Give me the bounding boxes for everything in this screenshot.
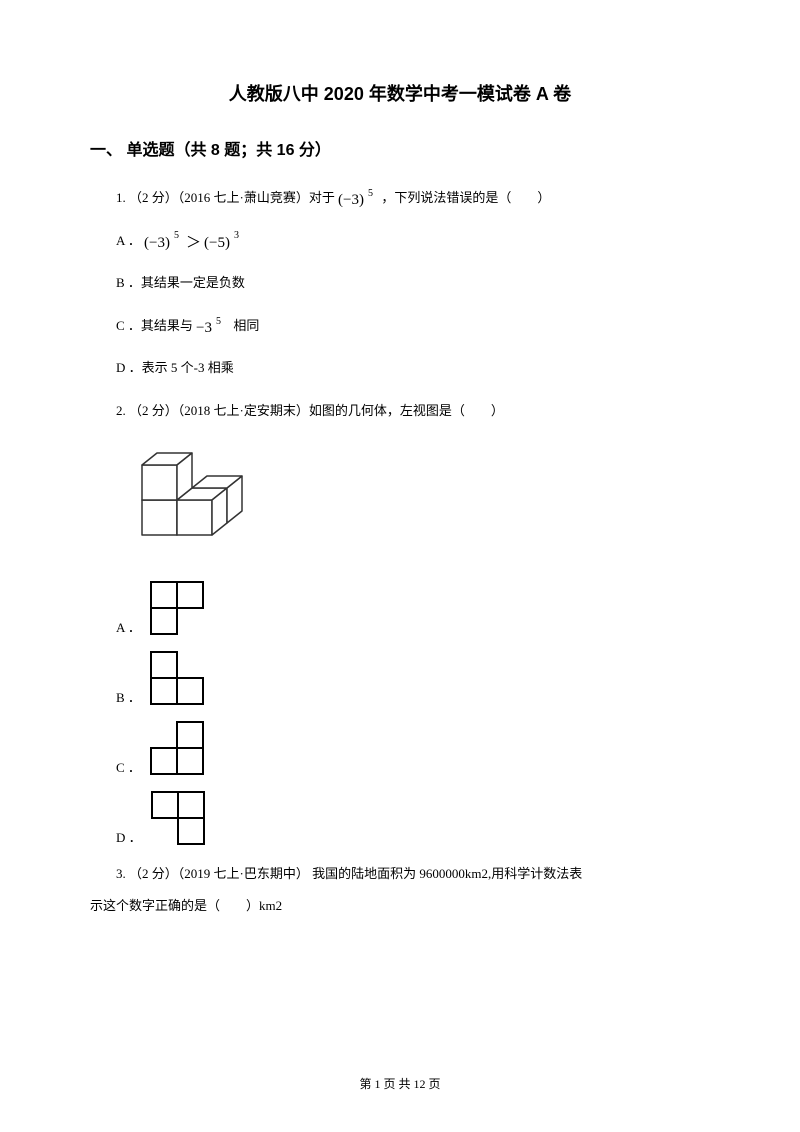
- svg-text:3: 3: [234, 230, 239, 241]
- svg-text:5: 5: [174, 230, 179, 241]
- q1-optA-label: A ．: [116, 233, 141, 248]
- q2-option-d: D ．: [116, 790, 710, 846]
- section-header: 一、 单选题（共 8 题；共 16 分）: [90, 136, 710, 160]
- q2-3d-cubes-icon: [122, 440, 272, 560]
- svg-text:＞: ＞: [186, 235, 201, 251]
- svg-text:5: 5: [216, 317, 221, 327]
- q2-stem: 2. （2 分）（2018 七上·定安期末）如图的几何体，左视图是（ ）: [90, 397, 710, 426]
- q1-option-b: B ．其结果一定是负数: [90, 269, 710, 298]
- q2-optA-shape-icon: [149, 580, 209, 636]
- q2-optB-label: B ．: [116, 687, 141, 706]
- q1-option-a: A ． (−3) 5 ＞ (−5) 3: [90, 227, 710, 256]
- q2-figure: [122, 440, 710, 560]
- q1-option-c: C ．其结果与 −3 5 相同: [90, 312, 710, 341]
- svg-text:(−5): (−5): [204, 235, 230, 251]
- svg-text:(−3): (−3): [338, 192, 364, 208]
- q2-option-a: A ．: [116, 580, 710, 636]
- q1-formula-neg3pow5: (−3) 5: [338, 188, 378, 210]
- q2-optC-shape-icon: [149, 720, 209, 776]
- q2-option-c: C ．: [116, 720, 710, 776]
- q1-optC-formula: −3 5: [196, 317, 230, 337]
- q1-stem-suffix: ，下列说法错误的是（ ）: [381, 190, 550, 205]
- q1-stem-prefix: 1. （2 分）（2016 七上·萧山竞赛）对于: [116, 190, 338, 205]
- page-footer: 第 1 页 共 12 页: [0, 1075, 800, 1092]
- q3-stem-line1: 3. （2 分）（2019 七上·巴东期中） 我国的陆地面积为 9600000k…: [90, 860, 710, 889]
- q2-optB-shape-icon: [149, 650, 209, 706]
- q2-option-b: B ．: [116, 650, 710, 706]
- q1-stem: 1. （2 分）（2016 七上·萧山竞赛）对于 (−3) 5 ，下列说法错误的…: [90, 184, 710, 213]
- q1-optC-suffix: 相同: [233, 318, 259, 333]
- q1-optA-formula: (−3) 5 ＞ (−5) 3: [144, 230, 264, 254]
- q2-optC-label: C ．: [116, 757, 141, 776]
- q2-optD-label: D ．: [116, 827, 142, 846]
- q3-stem-line2: 示这个数字正确的是（ ）km2: [90, 892, 710, 921]
- svg-text:(−3): (−3): [144, 235, 170, 251]
- q1-option-d: D ．表示 5 个-3 相乘: [90, 354, 710, 383]
- q2-optD-shape-icon: [150, 790, 210, 846]
- page-title: 人教版八中 2020 年数学中考一模试卷 A 卷: [90, 80, 710, 106]
- svg-text:−3: −3: [196, 320, 212, 336]
- q1-optC-prefix: C ．其结果与: [116, 318, 196, 333]
- q2-optA-label: A ．: [116, 617, 141, 636]
- svg-text:5: 5: [368, 188, 373, 199]
